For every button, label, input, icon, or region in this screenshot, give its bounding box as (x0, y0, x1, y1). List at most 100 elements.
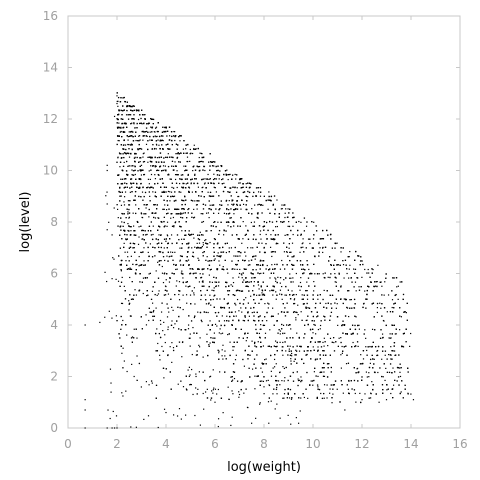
scatter-point (376, 302, 379, 305)
scatter-point (203, 183, 206, 185)
scatter-point (221, 165, 223, 168)
scatter-point (179, 161, 181, 163)
scatter-point (126, 173, 128, 176)
scatter-point (242, 183, 244, 185)
scatter-point (222, 190, 225, 193)
scatter-point (186, 217, 188, 219)
scatter-point (122, 144, 125, 146)
scatter-point (127, 174, 129, 176)
scatter-point (267, 208, 269, 210)
scatter-point (252, 290, 254, 292)
scatter-point (116, 161, 118, 163)
scatter-point (172, 259, 174, 261)
scatter-point (164, 204, 166, 206)
scatter-point (187, 286, 189, 288)
scatter-point (283, 397, 285, 399)
scatter-point (173, 226, 175, 228)
scatter-point (303, 230, 306, 232)
scatter-point (214, 281, 216, 283)
scatter-point (287, 208, 289, 210)
scatter-point (123, 152, 126, 154)
scatter-point (267, 379, 269, 382)
scatter-point (160, 311, 163, 313)
scatter-point (152, 286, 154, 288)
scatter-point (158, 332, 161, 335)
scatter-point (300, 376, 302, 378)
scatter-point (267, 302, 269, 304)
scatter-point (172, 195, 175, 198)
scatter-point (227, 191, 229, 193)
scatter-point (315, 333, 317, 335)
scatter-point (247, 354, 250, 356)
scatter-point (317, 346, 319, 348)
scatter-point (272, 294, 274, 296)
scatter-point (192, 268, 194, 270)
scatter-point (175, 165, 177, 167)
scatter-point (247, 358, 249, 360)
scatter-point (229, 341, 231, 343)
scatter-point (160, 234, 162, 236)
scatter-point (312, 238, 315, 240)
scatter-point (268, 384, 270, 386)
scatter-point (366, 272, 368, 274)
scatter-point (148, 307, 150, 309)
scatter-point (134, 173, 136, 176)
scatter-point (203, 268, 205, 270)
scatter-point (319, 341, 321, 343)
scatter-point (172, 156, 174, 159)
scatter-point (169, 178, 171, 180)
scatter-point (340, 286, 342, 288)
scatter-point (132, 170, 134, 172)
scatter-point (269, 290, 271, 292)
scatter-point (402, 345, 404, 348)
scatter-point (368, 397, 370, 399)
scatter-point (356, 367, 359, 370)
scatter-point (168, 281, 171, 283)
scatter-point (232, 346, 234, 348)
scatter-point (312, 315, 315, 318)
scatter-point (253, 255, 255, 257)
scatter-point (144, 264, 146, 266)
scatter-point (130, 183, 132, 185)
scatter-point (153, 315, 156, 317)
scatter-point (155, 332, 157, 335)
scatter-point (314, 324, 316, 326)
scatter-point (390, 337, 392, 339)
scatter-point (128, 143, 130, 146)
scatter-point (210, 268, 212, 270)
scatter-point (215, 285, 218, 287)
scatter-point (288, 243, 290, 245)
scatter-point (122, 225, 124, 227)
scatter-point (263, 376, 265, 378)
scatter-point (335, 341, 337, 343)
scatter-point (214, 294, 216, 296)
scatter-point (399, 375, 402, 378)
scatter-point (366, 298, 368, 300)
scatter-point (372, 268, 374, 271)
scatter-point (244, 333, 246, 335)
scatter-point (116, 102, 118, 105)
scatter-point (145, 381, 147, 383)
y-tick-label: 12 (43, 112, 58, 126)
scatter-point (238, 320, 240, 322)
scatter-point (118, 109, 121, 111)
scatter-point (213, 255, 215, 257)
scatter-point (208, 161, 210, 163)
scatter-point (394, 354, 397, 356)
scatter-point (259, 195, 262, 197)
scatter-point (149, 178, 151, 181)
scatter-point (272, 367, 274, 369)
scatter-point (207, 303, 210, 305)
scatter-point (165, 156, 167, 158)
scatter-point (176, 234, 179, 236)
scatter-point (242, 203, 245, 205)
scatter-point (116, 204, 118, 206)
scatter-point (139, 273, 141, 275)
scatter-point (236, 263, 238, 266)
scatter-point (136, 140, 139, 142)
scatter-point (171, 144, 173, 146)
scatter-point (147, 156, 149, 158)
scatter-point (237, 255, 239, 257)
scatter-point (152, 233, 154, 236)
scatter-point (284, 234, 286, 236)
